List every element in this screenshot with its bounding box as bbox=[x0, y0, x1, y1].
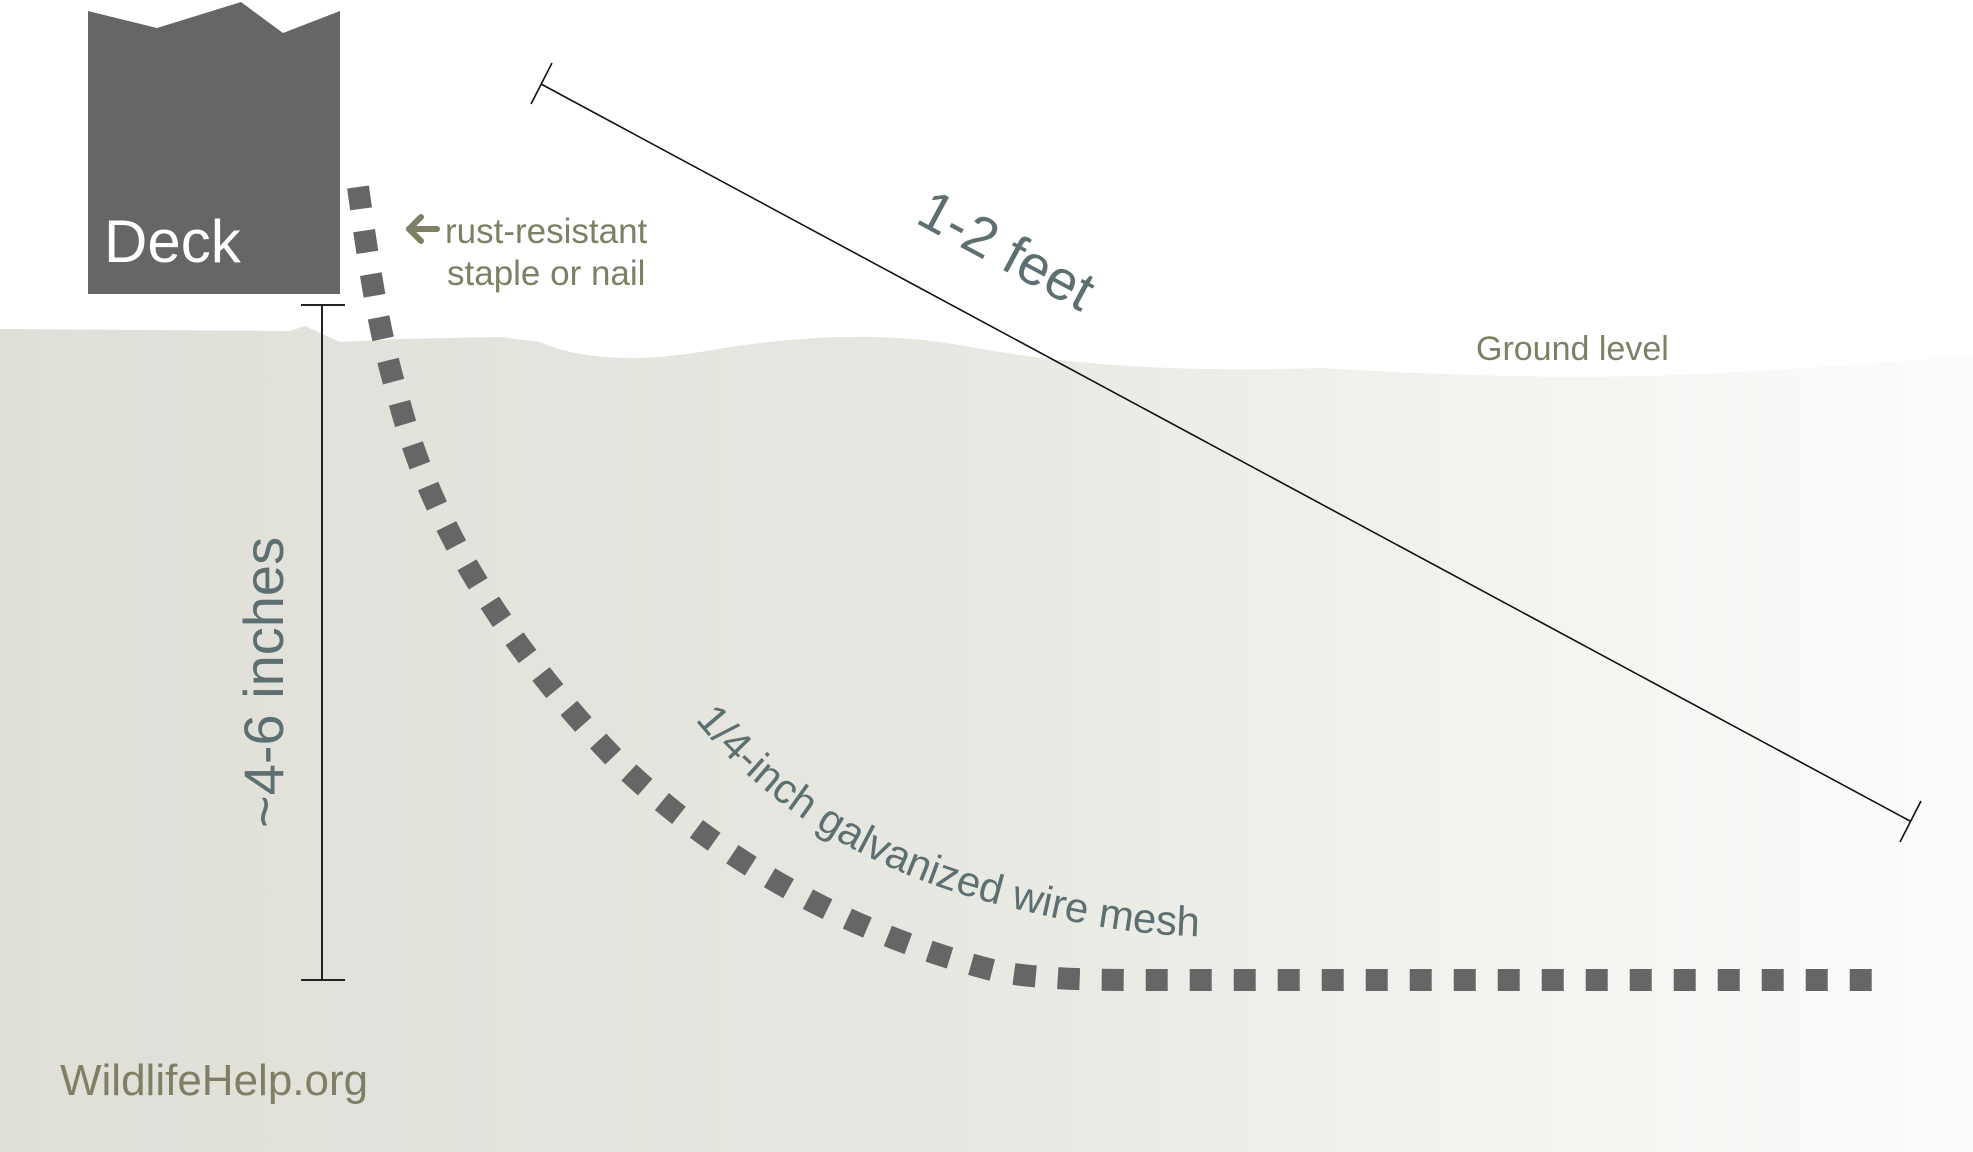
ground-level-label: Ground level bbox=[1476, 330, 1669, 368]
ground-area bbox=[0, 326, 1973, 1152]
credit-label: WildlifeHelp.org bbox=[60, 1056, 368, 1105]
arrow-left-icon bbox=[406, 214, 440, 244]
fastener-label-line1: rust-resistant bbox=[445, 212, 648, 251]
deck-label: Deck bbox=[104, 208, 242, 275]
depth-dimension-label: ~4-6 inches bbox=[232, 537, 295, 828]
wire-mesh-line bbox=[347, 185, 1880, 991]
fastener-label-line2: staple or nail bbox=[447, 254, 645, 293]
extension-dimension bbox=[530, 62, 1922, 843]
fastener-callout: rust-resistant staple or nail bbox=[406, 212, 648, 293]
depth-dimension bbox=[301, 304, 345, 981]
deck-block bbox=[88, 2, 340, 294]
